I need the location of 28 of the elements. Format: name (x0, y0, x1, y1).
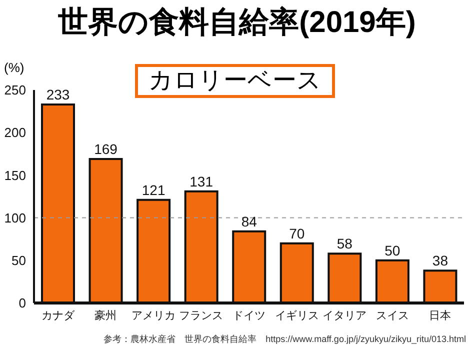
data-label: 50 (384, 242, 400, 258)
x-tick-label: 日本 (429, 308, 452, 322)
chart-title: 世界の食料自給率(2019年) (57, 5, 417, 41)
y-tick-label: 0 (18, 296, 26, 311)
x-tick-label: カナダ (41, 310, 76, 322)
y-tick-label: 200 (4, 125, 26, 140)
y-axis-title: (%) (4, 60, 24, 75)
x-tick-label: スイス (376, 310, 409, 322)
data-label: 233 (46, 86, 70, 102)
x-tick-label: ドイツ (232, 310, 266, 322)
data-label: 84 (241, 213, 258, 230)
x-tick-label: イタリア (322, 310, 367, 322)
x-tick-label: 豪州 (94, 308, 117, 322)
y-tick-label: 50 (12, 253, 26, 268)
x-tick-label: イギリス (274, 310, 319, 322)
y-tick-label: 100 (4, 210, 26, 226)
data-label: 38 (432, 252, 448, 269)
x-tick-label: フランス (179, 310, 224, 322)
data-label: 121 (142, 182, 166, 198)
y-tick-label: 250 (4, 82, 26, 98)
data-label: 169 (94, 141, 118, 158)
chart-subtitle: カロリーベース (135, 64, 335, 98)
x-tick-label: アメリカ (131, 310, 176, 322)
data-label: 70 (289, 225, 305, 242)
data-label: 58 (336, 236, 353, 252)
data-label: 131 (190, 173, 214, 190)
text: 参考：農林水産省 世界の食料自給率 https://www.maff.go.jp/j/zyukyu/zikyu_ritu/013.html (104, 333, 466, 346)
y-tick-label: 150 (4, 168, 26, 183)
